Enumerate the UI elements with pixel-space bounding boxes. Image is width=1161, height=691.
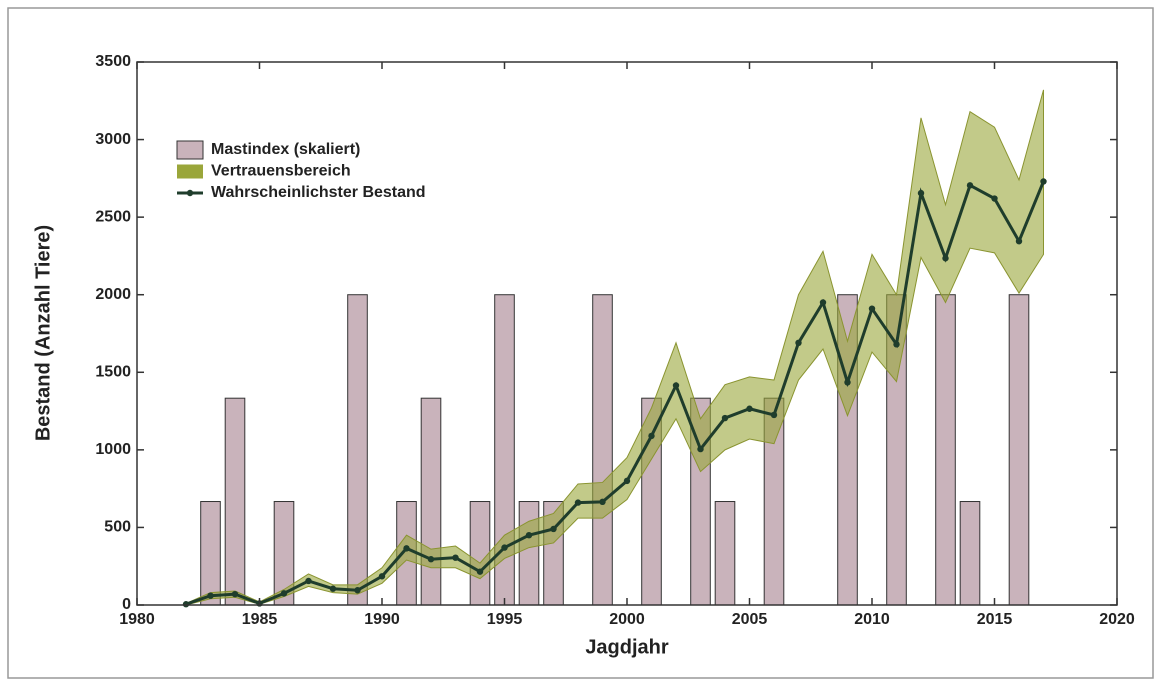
y-axis-label: Bestand (Anzahl Tiere)	[32, 225, 54, 441]
line-point	[182, 601, 190, 608]
x-tick-label: 1995	[487, 611, 523, 628]
line-point	[427, 556, 435, 563]
bar	[469, 501, 491, 606]
line-point	[917, 189, 925, 197]
line-point	[942, 255, 949, 262]
line-point	[623, 477, 631, 485]
bar	[959, 501, 981, 606]
x-tick-label: 2005	[732, 611, 768, 628]
line-point	[966, 182, 974, 189]
bar	[420, 397, 442, 606]
line-point	[525, 531, 533, 539]
y-tick-label: 1500	[95, 364, 131, 381]
confidence-band	[185, 89, 1044, 606]
line-point	[795, 339, 802, 347]
line-point	[574, 499, 582, 506]
bar	[224, 397, 246, 606]
y-tick-label: 3000	[95, 131, 131, 148]
line-point	[378, 573, 386, 580]
bar	[935, 294, 956, 606]
y-tick-label: 1000	[95, 441, 131, 458]
line-point	[1015, 237, 1023, 245]
line-point	[354, 587, 361, 594]
line-point	[672, 382, 680, 389]
x-tick-label: 2000	[609, 611, 645, 628]
bar	[592, 294, 613, 606]
line-point	[746, 405, 753, 412]
line-point	[599, 498, 606, 506]
bar	[1008, 294, 1030, 606]
line-point	[648, 432, 655, 440]
line-point	[231, 590, 239, 598]
line-point	[844, 379, 851, 386]
line-point	[403, 545, 410, 552]
x-tick-label: 2020	[1099, 611, 1135, 628]
line-point	[329, 585, 337, 592]
line-point	[501, 544, 508, 551]
y-tick-label: 500	[104, 519, 131, 536]
x-tick-label: 2015	[977, 611, 1013, 628]
x-tick-label: 1985	[242, 611, 278, 628]
line-point	[697, 445, 704, 453]
line-point	[305, 577, 312, 585]
line-point	[452, 554, 459, 561]
legend-label: Vertrauensbereich	[211, 163, 351, 180]
line-point	[893, 341, 900, 348]
bar	[714, 501, 736, 606]
line-point	[207, 592, 214, 599]
frame	[7, 7, 1154, 679]
legend-label: Wahrscheinlichster Bestand	[211, 184, 426, 201]
line-point	[550, 525, 557, 533]
line-point	[991, 195, 998, 202]
y-tick-label: 0	[122, 596, 131, 613]
line	[185, 180, 1045, 606]
x-tick-label: 1980	[119, 611, 155, 628]
line-point	[476, 568, 484, 575]
y-tick-label: 2000	[95, 286, 131, 303]
line-point	[280, 590, 288, 597]
legend-swatch	[177, 164, 203, 179]
line-point	[868, 305, 876, 312]
line-point	[1040, 178, 1047, 185]
x-tick-label: 1990	[364, 611, 400, 628]
bar	[347, 294, 368, 606]
line-point	[770, 411, 778, 419]
line-point	[721, 414, 729, 422]
line-point	[819, 299, 827, 306]
legend-label: Mastindex (skaliert)	[211, 141, 360, 158]
bar	[518, 501, 540, 606]
legend-swatch	[176, 140, 204, 160]
bar	[200, 501, 221, 606]
legend-swatch	[186, 189, 194, 197]
x-axis-label: Jagdjahr	[585, 636, 669, 658]
y-tick-label: 3500	[95, 53, 131, 70]
x-tick-label: 2010	[854, 611, 890, 628]
y-tick-label: 2500	[95, 208, 131, 225]
